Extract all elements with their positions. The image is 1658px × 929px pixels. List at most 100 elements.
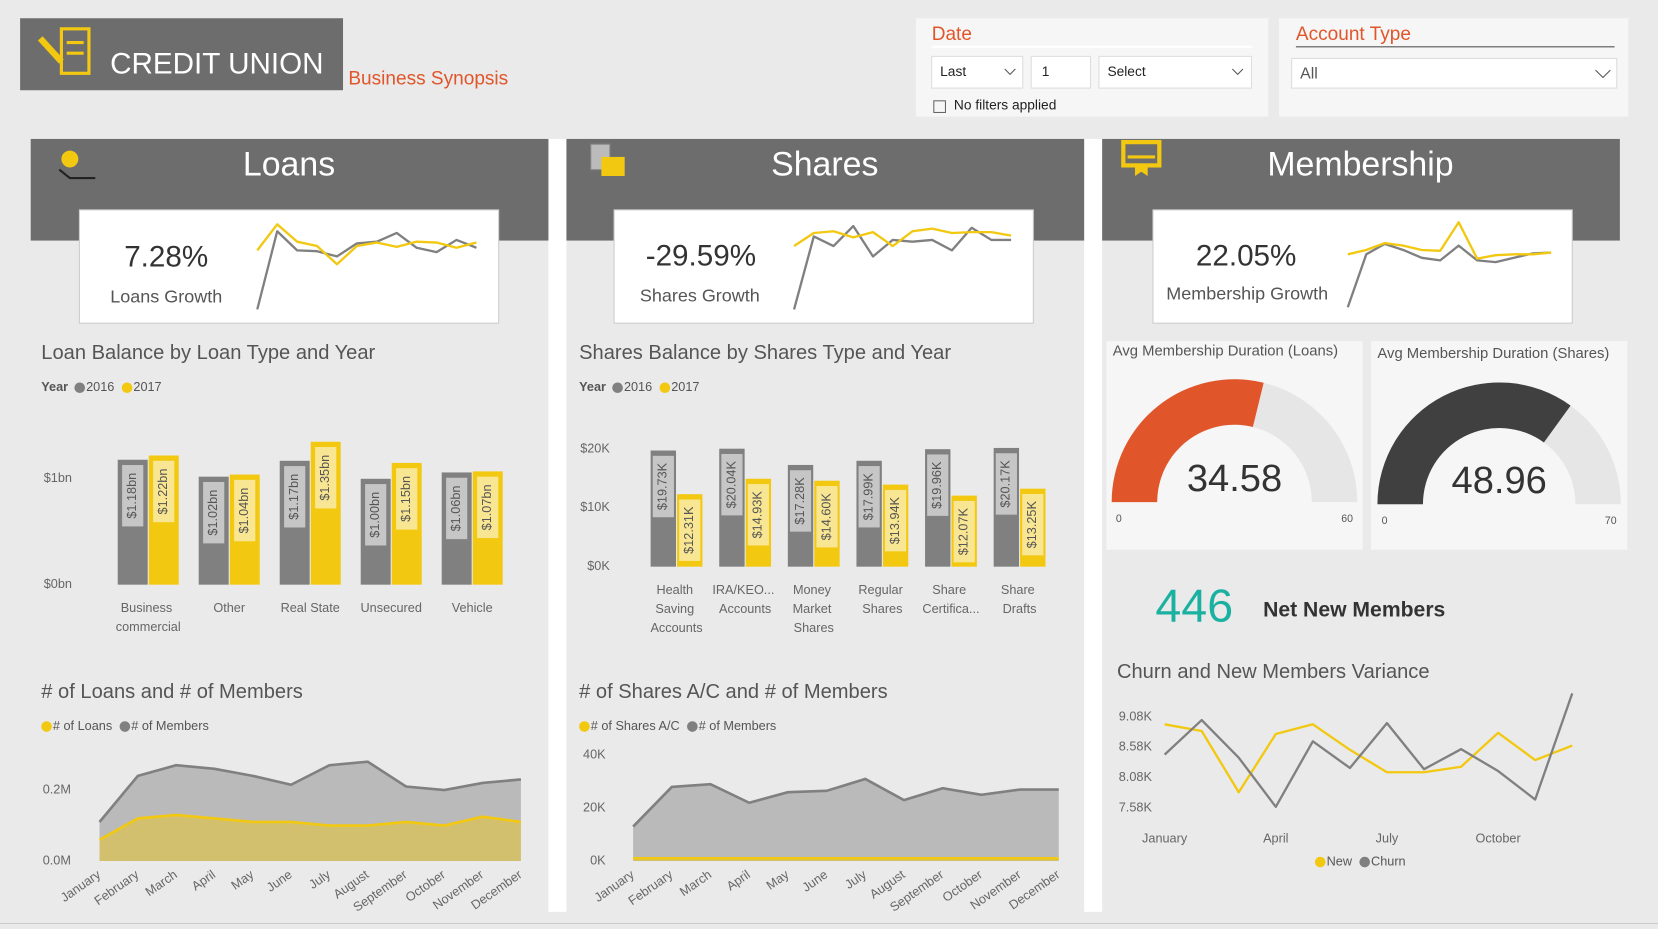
- y-tick-label: 8.08K: [1119, 770, 1153, 784]
- kpi-card: [613, 209, 1034, 324]
- y-tick-label: 20K: [583, 800, 606, 814]
- data-label-box: [315, 447, 337, 509]
- x-tick-label: Vehicle: [452, 601, 493, 615]
- chart-title: Avg Membership Duration (Shares): [1377, 346, 1609, 362]
- data-label: $13.25K: [1025, 501, 1039, 549]
- gauge-max: 70: [1605, 515, 1617, 527]
- chart-title: # of Shares A/C and # of Members: [579, 681, 888, 703]
- x-tick-label: Health Saving Accounts: [650, 583, 702, 635]
- legend-swatch: [121, 382, 133, 394]
- legend-swatch: [659, 382, 671, 394]
- separator: [1084, 138, 1103, 912]
- input-value: 1: [1042, 64, 1050, 79]
- label-line: Other: [213, 601, 246, 615]
- line: [793, 227, 1012, 248]
- label-line: Accounts: [719, 602, 771, 616]
- data-label-box: [365, 484, 387, 546]
- data-label-box: [927, 454, 949, 516]
- membership-icon: [1121, 139, 1162, 176]
- area-fill: [99, 761, 521, 862]
- separator: [548, 138, 567, 912]
- shares-icon: [590, 143, 625, 176]
- label-line: Share: [1001, 583, 1038, 597]
- gauge-min: 0: [1382, 515, 1388, 527]
- data-label: $12.31K: [682, 506, 696, 554]
- data-label-box: [477, 476, 499, 539]
- line: [792, 224, 1012, 310]
- data-label-box: [858, 466, 880, 528]
- x-tick-label: Share Drafts: [1001, 583, 1038, 616]
- data-label-box: [995, 453, 1017, 515]
- line: [1347, 221, 1552, 260]
- data-label: $1.06bn: [449, 486, 463, 532]
- x-tick-label: Business commercial: [116, 601, 181, 634]
- legend-label: # of Loans: [53, 719, 112, 733]
- y-tick-label: $0bn: [44, 577, 72, 591]
- legend-label: Churn: [1371, 854, 1406, 868]
- y-tick-label: 0.0M: [43, 853, 71, 867]
- x-tick-label: July: [1376, 831, 1399, 845]
- gauge-label: 34.58: [1187, 458, 1282, 500]
- gauge-value: [1377, 382, 1571, 505]
- chevron: [1004, 68, 1016, 76]
- dropdown[interactable]: [1098, 55, 1252, 89]
- label-line: commercial: [116, 620, 181, 634]
- data-label: $1.04bn: [237, 488, 251, 534]
- y-tick-label: 40K: [583, 747, 606, 761]
- legend-swatch: [687, 721, 698, 732]
- chevron: [1595, 69, 1611, 79]
- data-label: $12.07K: [957, 507, 971, 555]
- area-line: [98, 813, 522, 841]
- label-line: IRA/KEO...: [712, 583, 778, 597]
- logo-icon: [37, 27, 91, 75]
- data-label: $1.17bn: [287, 474, 301, 520]
- area-fill: [99, 814, 521, 862]
- y-tick-label: $1bn: [44, 471, 72, 485]
- data-label: $1.18bn: [125, 473, 139, 519]
- data-label: $17.28K: [793, 477, 807, 525]
- data-label: $17.99K: [861, 473, 875, 521]
- dropdown[interactable]: [1291, 57, 1618, 89]
- line: [1346, 242, 1552, 308]
- legend-title: Year: [41, 380, 68, 394]
- data-label-box: [446, 477, 468, 540]
- label-line: Market: [793, 602, 835, 616]
- metric-label: Net New Members: [1263, 599, 1445, 622]
- data-label-box: [789, 470, 812, 532]
- legend-label: # of Members: [131, 719, 209, 733]
- label-line: Shares: [862, 602, 902, 616]
- x-tick-label: Share Certifica...: [922, 583, 979, 616]
- data-label: $19.73K: [656, 462, 670, 510]
- y-tick-label: 7.58K: [1119, 800, 1153, 814]
- label-line: Real State: [281, 601, 340, 615]
- label-line: Unsecured: [361, 601, 422, 615]
- kpi-card: [78, 209, 500, 324]
- data-label-box: [396, 468, 418, 530]
- legend-swatch: [1359, 856, 1371, 868]
- data-label: $1.00bn: [368, 492, 382, 538]
- panel-title: Loans: [243, 145, 335, 183]
- data-label-box: [1022, 493, 1044, 556]
- legend-label: 2016: [624, 380, 652, 394]
- panel-title: Membership: [1267, 145, 1453, 183]
- y-tick-label: 0K: [590, 853, 606, 867]
- gauge-value: [1111, 379, 1264, 503]
- panel-title: Shares: [771, 145, 878, 183]
- label-line: Share: [932, 583, 969, 597]
- x-tick-label: January: [1142, 831, 1188, 845]
- kpi-value: 22.05%: [1196, 239, 1296, 272]
- chart-title: Avg Membership Duration (Loans): [1113, 344, 1338, 360]
- data-label-box: [884, 489, 907, 552]
- label-line: Accounts: [650, 621, 702, 635]
- area-line: [632, 777, 1059, 828]
- kpi-label: Loans Growth: [110, 286, 222, 306]
- number-input[interactable]: [1030, 55, 1092, 89]
- x-tick-label: Real State: [281, 601, 340, 615]
- data-label: $20.04K: [724, 461, 738, 509]
- data-label-box: [679, 499, 701, 561]
- data-label: $1.02bn: [206, 490, 220, 536]
- legend-swatch: [612, 382, 623, 394]
- legend-label: 2017: [671, 380, 699, 394]
- data-label-box: [203, 481, 225, 544]
